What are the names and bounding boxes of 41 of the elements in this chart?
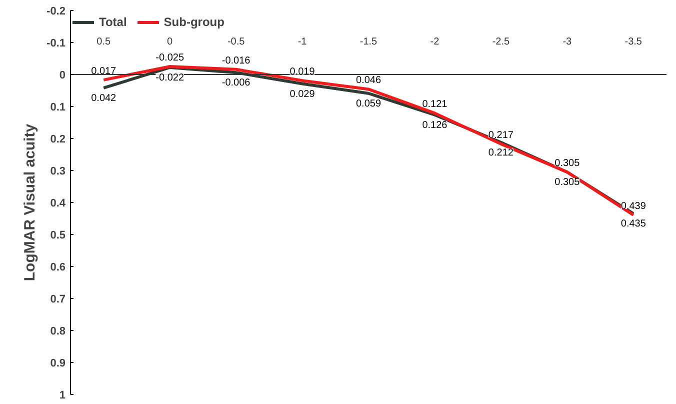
y-tick-label: 0.8 [50, 326, 66, 338]
x-tick-label: -3.5 [624, 36, 642, 48]
x-tick-label: -3 [562, 36, 572, 48]
data-label: 0.121 [422, 99, 448, 110]
data-label: 0.046 [356, 75, 382, 86]
y-tick-label: 1 [59, 390, 66, 402]
y-tick-label: -0.1 [46, 38, 66, 50]
y-tick-label: 0.9 [50, 358, 66, 370]
y-tick-label: 0.2 [50, 134, 66, 146]
data-label: 0.435 [620, 218, 646, 230]
y-tick-label: 0.7 [50, 294, 66, 306]
x-tick-label: -1.5 [360, 36, 378, 48]
legend-label: Total [99, 15, 127, 29]
x-tick-label: -1 [298, 36, 308, 48]
y-axis-title: LogMAR Visual acuity [22, 123, 39, 282]
y-tick-label: -0.2 [46, 6, 66, 18]
x-tick-label: -2.5 [492, 36, 510, 48]
data-label: 0.042 [91, 92, 117, 104]
data-label: -0.016 [222, 55, 251, 66]
y-tick-label: 0.1 [50, 102, 66, 114]
x-tick-label: 0.5 [96, 36, 111, 48]
y-tick-label: 0 [59, 70, 66, 82]
data-label: 0.212 [488, 147, 514, 158]
data-label: 0.059 [356, 98, 382, 110]
data-label: 0.305 [554, 158, 580, 170]
data-label: -0.025 [156, 52, 184, 64]
x-tick-label: -0.5 [227, 36, 246, 48]
y-tick-label: 0.5 [50, 230, 66, 242]
legend-label: Sub-group [164, 15, 224, 29]
data-label: -0.006 [222, 78, 251, 89]
y-tick-label: 0.3 [50, 166, 66, 178]
y-tick-label: 0.6 [50, 262, 66, 274]
x-tick-label: -2 [430, 36, 440, 48]
data-label: 0.439 [620, 200, 646, 212]
y-tick-label: 0.4 [50, 198, 66, 210]
data-label: 0.217 [488, 130, 514, 141]
data-label: 0.029 [290, 88, 316, 100]
data-label: 0.126 [422, 120, 448, 131]
data-label: 0.305 [554, 177, 580, 188]
x-tick-label: 0 [167, 36, 174, 48]
data-label: -0.022 [156, 72, 184, 84]
